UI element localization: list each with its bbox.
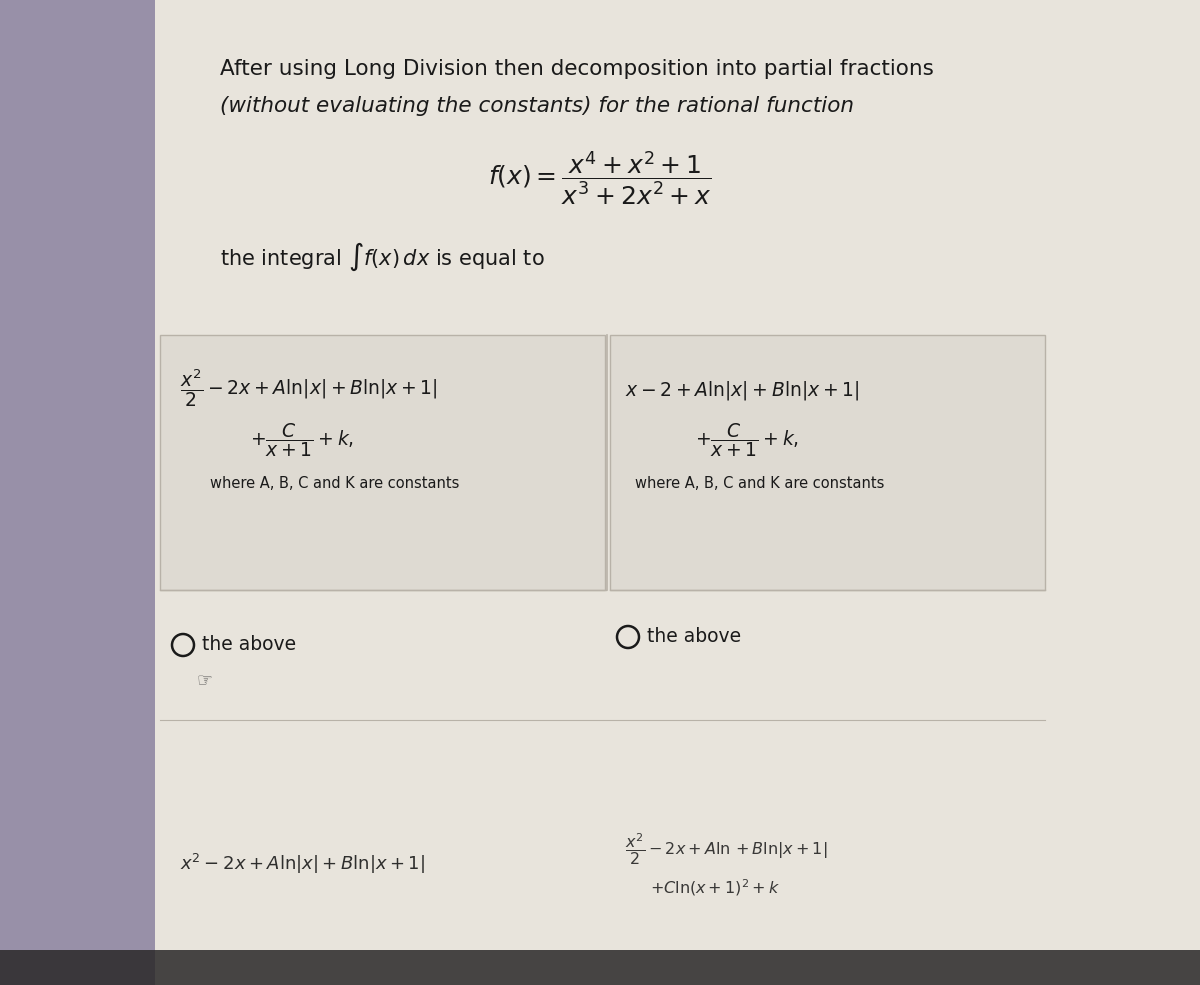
Text: where A, B, C and K are constants: where A, B, C and K are constants — [635, 476, 884, 491]
FancyBboxPatch shape — [0, 950, 1200, 985]
Text: the integral $\int f(x)\,dx$ is equal to: the integral $\int f(x)\,dx$ is equal to — [220, 241, 545, 273]
Text: ☞: ☞ — [196, 671, 212, 689]
Text: After using Long Division then decomposition into partial fractions: After using Long Division then decomposi… — [220, 59, 934, 79]
Text: $+ \dfrac{C}{x+1} + k,$: $+ \dfrac{C}{x+1} + k,$ — [250, 421, 354, 459]
Text: $f(x) = \dfrac{x^4 + x^2 + 1}{x^3 + 2x^2 + x}$: $f(x) = \dfrac{x^4 + x^2 + 1}{x^3 + 2x^2… — [488, 150, 712, 207]
Text: $\dfrac{x^2}{2} - 2x + A\ln|x| + B\ln|x+1|$: $\dfrac{x^2}{2} - 2x + A\ln|x| + B\ln|x+… — [180, 367, 438, 409]
FancyBboxPatch shape — [155, 0, 1200, 985]
Text: $\dfrac{x^2}{2} - 2x + A\ln + B\ln|x+1|$: $\dfrac{x^2}{2} - 2x + A\ln + B\ln|x+1|$ — [625, 831, 828, 867]
Text: $+ C\ln(x+1)^2 + k$: $+ C\ln(x+1)^2 + k$ — [650, 877, 780, 897]
Text: $+ \dfrac{C}{x+1} + k,$: $+ \dfrac{C}{x+1} + k,$ — [695, 421, 799, 459]
Text: the above: the above — [202, 635, 296, 654]
Text: the above: the above — [647, 627, 742, 646]
Text: $x - 2 + A\ln|x| + B\ln|x+1|$: $x - 2 + A\ln|x| + B\ln|x+1|$ — [625, 378, 859, 402]
FancyBboxPatch shape — [0, 0, 155, 985]
FancyBboxPatch shape — [160, 335, 605, 590]
FancyBboxPatch shape — [610, 335, 1045, 590]
Text: where A, B, C and K are constants: where A, B, C and K are constants — [210, 476, 460, 491]
Text: (without evaluating the constants) for the rational function: (without evaluating the constants) for t… — [220, 96, 854, 116]
Text: $x^2 - 2x + A\ln|x| + B\ln|x+1|$: $x^2 - 2x + A\ln|x| + B\ln|x+1|$ — [180, 852, 425, 876]
